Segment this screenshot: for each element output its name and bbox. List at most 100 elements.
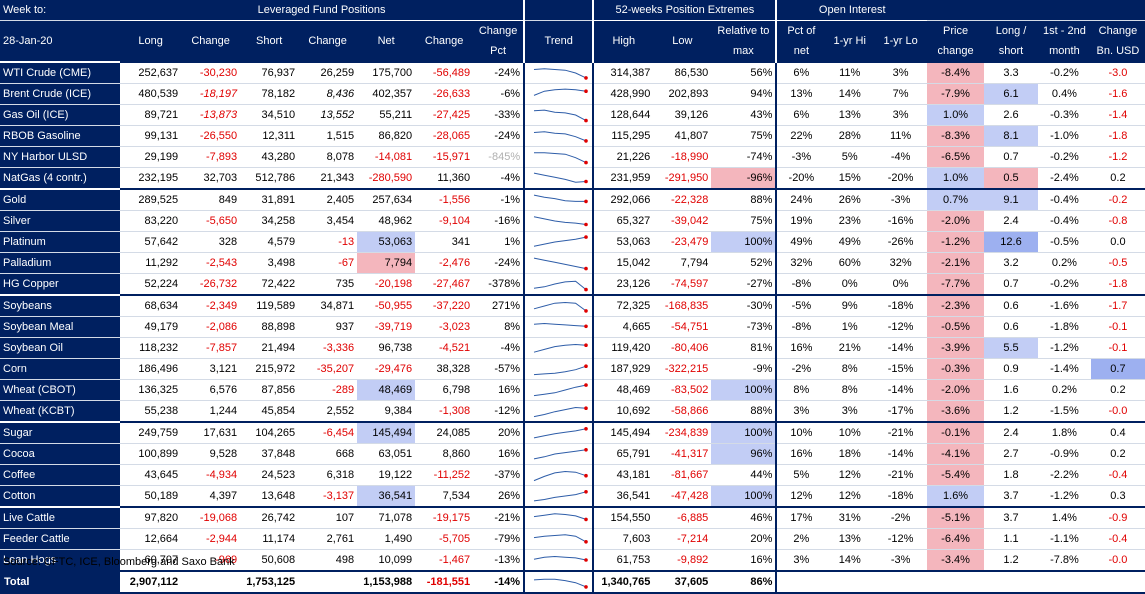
cell-change-short: 8,436: [298, 83, 358, 105]
row-name: Cocoa: [0, 443, 121, 465]
trend-line: [534, 513, 587, 520]
trend-sparkline: [533, 88, 588, 96]
cell-1yr-lo: -21%: [874, 464, 928, 486]
trend-sparkline: [534, 109, 588, 123]
cell-change-net: -1,556: [415, 188, 474, 211]
cell-1yr-lo: -14%: [874, 443, 928, 465]
cell-trend: [523, 146, 594, 168]
total-empty: [825, 570, 875, 594]
cell-low: 39,126: [653, 104, 712, 126]
col-change-long: Change: [181, 20, 241, 63]
cell-change-net: 7,534: [415, 485, 474, 508]
trend-line: [533, 449, 587, 460]
table-row: Silver 83,220 -5,650 34,258 3,454 48,962 -9,10…: [0, 210, 1145, 232]
total-change-pct: -14%: [473, 570, 525, 594]
cell-change-pct: -24%: [473, 61, 525, 84]
cell-1yr-hi: 15%: [825, 167, 875, 190]
cell-1yr-hi: 8%: [825, 358, 875, 380]
cell-pct-net: 19%: [775, 210, 826, 232]
row-name: Wheat (CBOT): [0, 379, 121, 401]
cell-long: 99,131: [120, 125, 182, 147]
cell-1yr-lo: -4%: [874, 146, 928, 168]
cell-long: 249,759: [120, 421, 182, 444]
cell-trend: [523, 167, 594, 190]
cell-short: 26,742: [240, 506, 299, 529]
cell-change-pct: -378%: [473, 273, 525, 296]
cell-change-short: 498: [298, 549, 358, 572]
cell-change-net: -3,023: [415, 316, 474, 338]
cell-net: -14,081: [357, 146, 416, 168]
cell-1yr-lo: -12%: [874, 528, 928, 550]
cell-price-change: -7.7%: [927, 273, 985, 296]
cell-short: 34,510: [240, 104, 299, 126]
cell-1yr-lo: 3%: [874, 104, 928, 126]
trend-sparkline: [534, 383, 588, 397]
cell-price-change: -6.5%: [927, 146, 985, 168]
cell-long: 136,325: [120, 379, 182, 401]
cell-change-net: 8,860: [415, 443, 474, 465]
trend-sparkline: [533, 216, 588, 227]
total-empty: [1037, 570, 1091, 594]
cell-low: 41,807: [653, 125, 712, 147]
cell-1yr-lo: -16%: [874, 210, 928, 232]
total-long: 2,907,112: [120, 570, 182, 594]
cell-price-change: -1.2%: [927, 231, 985, 253]
cell-1yr-lo: -18%: [874, 294, 928, 317]
table-row: Cocoa 100,899 9,528 37,848 668 63,051 8,860 16%…: [0, 443, 1145, 465]
cell-high: 65,791: [592, 443, 654, 465]
cell-1yr-lo: -26%: [874, 231, 928, 253]
cell-change-usd: -3.0: [1090, 61, 1145, 84]
trend-end-marker: [584, 235, 588, 239]
col-net: Net: [357, 20, 416, 63]
leveraged-title: Leveraged Fund Positions: [120, 0, 525, 21]
cell-net: 7,794: [357, 252, 416, 274]
cell-change-net: -19,175: [415, 506, 474, 529]
cell-change-pct: 16%: [473, 379, 525, 401]
cell-high: 15,042: [592, 252, 654, 274]
cell-low: -22,328: [653, 188, 712, 211]
cell-change-long: -2,944: [181, 528, 241, 550]
cell-month-spread: -1.4%: [1037, 358, 1091, 380]
cell-long-short: 0.6: [984, 294, 1038, 317]
row-name: NatGas (4 contr.): [0, 167, 121, 190]
cell-1yr-hi: 18%: [825, 443, 875, 465]
cell-1yr-hi: 12%: [825, 464, 875, 486]
table-row: Feeder Cattle 12,664 -2,944 11,174 2,761 1,49…: [0, 528, 1145, 550]
col-short: Short: [240, 20, 299, 63]
cell-change-short: 735: [298, 273, 358, 296]
trend-line: [533, 88, 587, 96]
cell-high: 10,692: [592, 400, 654, 423]
cell-change-usd: -0.8: [1090, 210, 1145, 232]
cell-1yr-lo: -3%: [874, 549, 928, 572]
cell-short: 21,494: [240, 337, 299, 359]
cell-change-pct: 26%: [473, 485, 525, 508]
cell-relative-max: 100%: [711, 421, 777, 444]
cell-change-pct: -24%: [473, 252, 525, 274]
cell-short: 11,174: [240, 528, 299, 550]
cell-relative-max: 75%: [711, 210, 777, 232]
cell-high: 128,644: [592, 104, 654, 126]
cell-net: 36,541: [357, 485, 416, 508]
cell-relative-max: 100%: [711, 379, 777, 401]
cell-change-short: 3,454: [298, 210, 358, 232]
cell-short: 34,258: [240, 210, 299, 232]
header-row-1: Week to: Leveraged Fund Positions 52-wee…: [0, 0, 1145, 21]
cell-long-short: 0.7: [984, 146, 1038, 168]
cell-month-spread: -2.4%: [1037, 167, 1091, 190]
cell-net: 257,634: [357, 188, 416, 211]
total-empty: [775, 570, 826, 594]
cell-price-change: -2.3%: [927, 294, 985, 317]
cell-change-net: -37,220: [415, 294, 474, 317]
table-row: HG Copper 52,224 -26,732 72,422 735 -20,198 -2…: [0, 273, 1145, 296]
trend-sparkline: [533, 235, 588, 247]
cell-net: -50,955: [357, 294, 416, 317]
cell-change-pct: -4%: [473, 167, 525, 190]
cell-short: 37,848: [240, 443, 299, 465]
cell-1yr-lo: 3%: [874, 61, 928, 84]
cell-long-short: 2.7: [984, 443, 1038, 465]
cell-1yr-lo: -21%: [874, 421, 928, 444]
cell-short: 512,786: [240, 167, 299, 190]
cell-net: -280,590: [357, 167, 416, 190]
table-row: NY Harbor ULSD 29,199 -7,893 43,280 8,078 -14…: [0, 146, 1145, 168]
